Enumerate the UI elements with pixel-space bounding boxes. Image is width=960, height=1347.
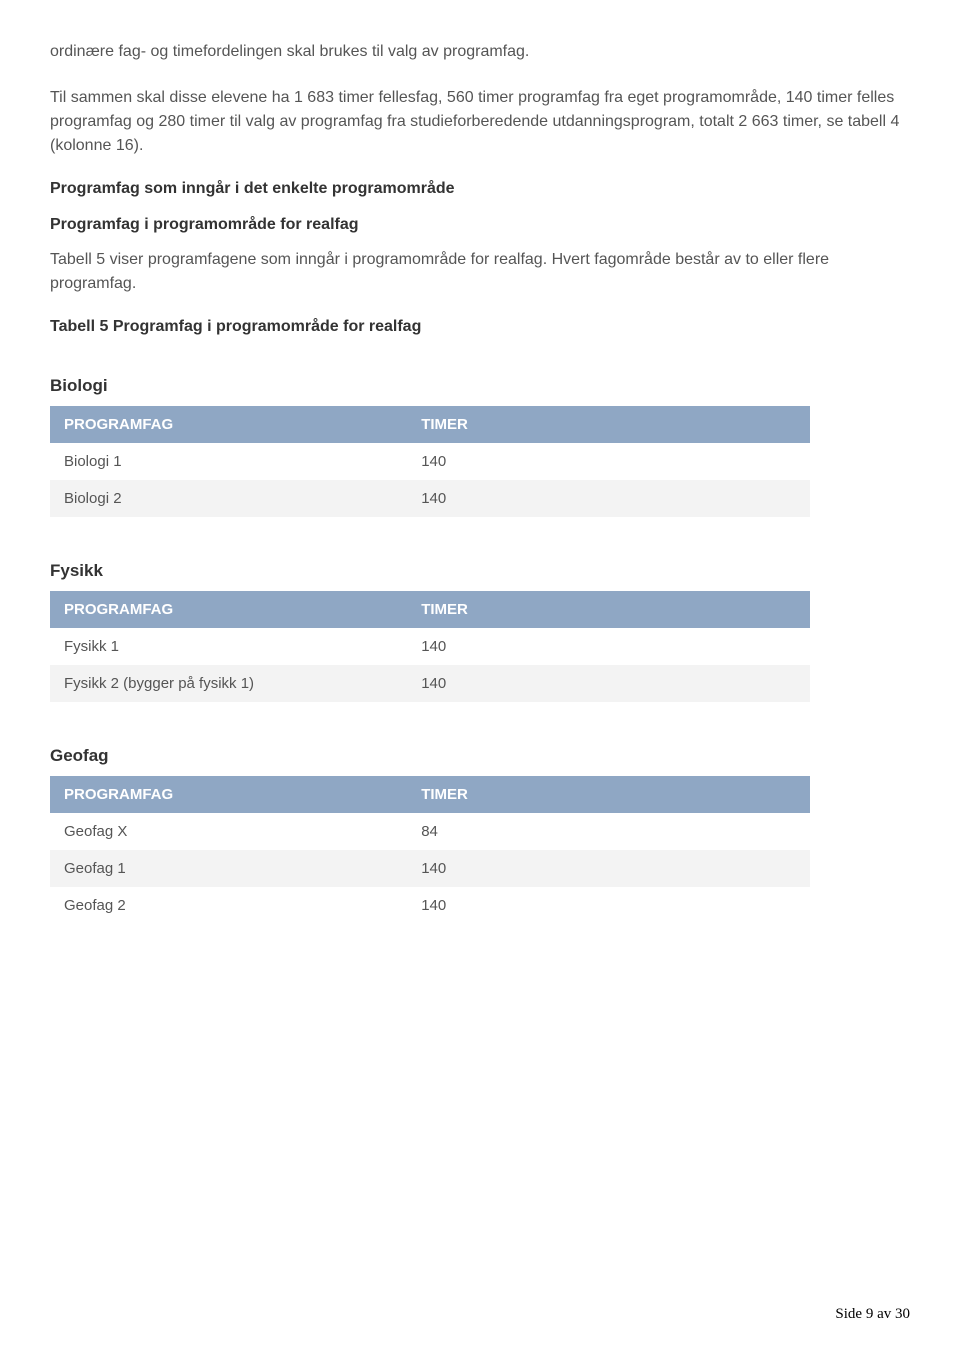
- table-row: Biologi 1 140: [50, 443, 810, 480]
- tabell5-caption: Tabell 5 Programfag i programområde for …: [50, 318, 910, 336]
- table-geofag: PROGRAMFAG TIMER Geofag X 84 Geofag 1 14…: [50, 776, 810, 924]
- cell-hours: 140: [407, 887, 810, 924]
- table-row: Geofag X 84: [50, 813, 810, 850]
- cell-name: Geofag 1: [50, 850, 407, 887]
- cell-name: Biologi 1: [50, 443, 407, 480]
- cell-hours: 140: [407, 665, 810, 702]
- cell-name: Geofag X: [50, 813, 407, 850]
- cell-name: Biologi 2: [50, 480, 407, 517]
- cell-hours: 140: [407, 850, 810, 887]
- page-footer: Side 9 av 30: [835, 1306, 910, 1323]
- cell-name: Fysikk 2 (bygger på fysikk 1): [50, 665, 407, 702]
- table-header-row: PROGRAMFAG TIMER: [50, 776, 810, 813]
- table-header-row: PROGRAMFAG TIMER: [50, 591, 810, 628]
- subject-heading-geofag: Geofag: [50, 746, 910, 766]
- table-row: Geofag 1 140: [50, 850, 810, 887]
- col-header-programfag: PROGRAMFAG: [50, 776, 407, 813]
- table-biologi: PROGRAMFAG TIMER Biologi 1 140 Biologi 2…: [50, 406, 810, 517]
- cell-hours: 140: [407, 443, 810, 480]
- table-row: Fysikk 2 (bygger på fysikk 1) 140: [50, 665, 810, 702]
- col-header-timer: TIMER: [407, 591, 810, 628]
- subject-heading-biologi: Biologi: [50, 376, 910, 396]
- col-header-programfag: PROGRAMFAG: [50, 406, 407, 443]
- table-row: Biologi 2 140: [50, 480, 810, 517]
- cell-hours: 140: [407, 480, 810, 517]
- intro-para-2: Til sammen skal disse elevene ha 1 683 t…: [50, 86, 910, 158]
- section-biologi: Biologi PROGRAMFAG TIMER Biologi 1 140 B…: [50, 376, 910, 517]
- cell-hours: 140: [407, 628, 810, 665]
- tabell5-intro: Tabell 5 viser programfagene som inngår …: [50, 248, 910, 296]
- subject-heading-fysikk: Fysikk: [50, 561, 910, 581]
- intro-para-1: ordinære fag- og timefordelingen skal br…: [50, 40, 910, 64]
- col-header-programfag: PROGRAMFAG: [50, 591, 407, 628]
- table-row: Geofag 2 140: [50, 887, 810, 924]
- cell-name: Fysikk 1: [50, 628, 407, 665]
- table-fysikk: PROGRAMFAG TIMER Fysikk 1 140 Fysikk 2 (…: [50, 591, 810, 702]
- section-heading-realfag: Programfag i programområde for realfag: [50, 216, 910, 234]
- table-header-row: PROGRAMFAG TIMER: [50, 406, 810, 443]
- col-header-timer: TIMER: [407, 406, 810, 443]
- section-geofag: Geofag PROGRAMFAG TIMER Geofag X 84 Geof…: [50, 746, 910, 924]
- col-header-timer: TIMER: [407, 776, 810, 813]
- section-fysikk: Fysikk PROGRAMFAG TIMER Fysikk 1 140 Fys…: [50, 561, 910, 702]
- cell-name: Geofag 2: [50, 887, 407, 924]
- cell-hours: 84: [407, 813, 810, 850]
- table-row: Fysikk 1 140: [50, 628, 810, 665]
- section-heading-programomrade: Programfag som inngår i det enkelte prog…: [50, 180, 910, 198]
